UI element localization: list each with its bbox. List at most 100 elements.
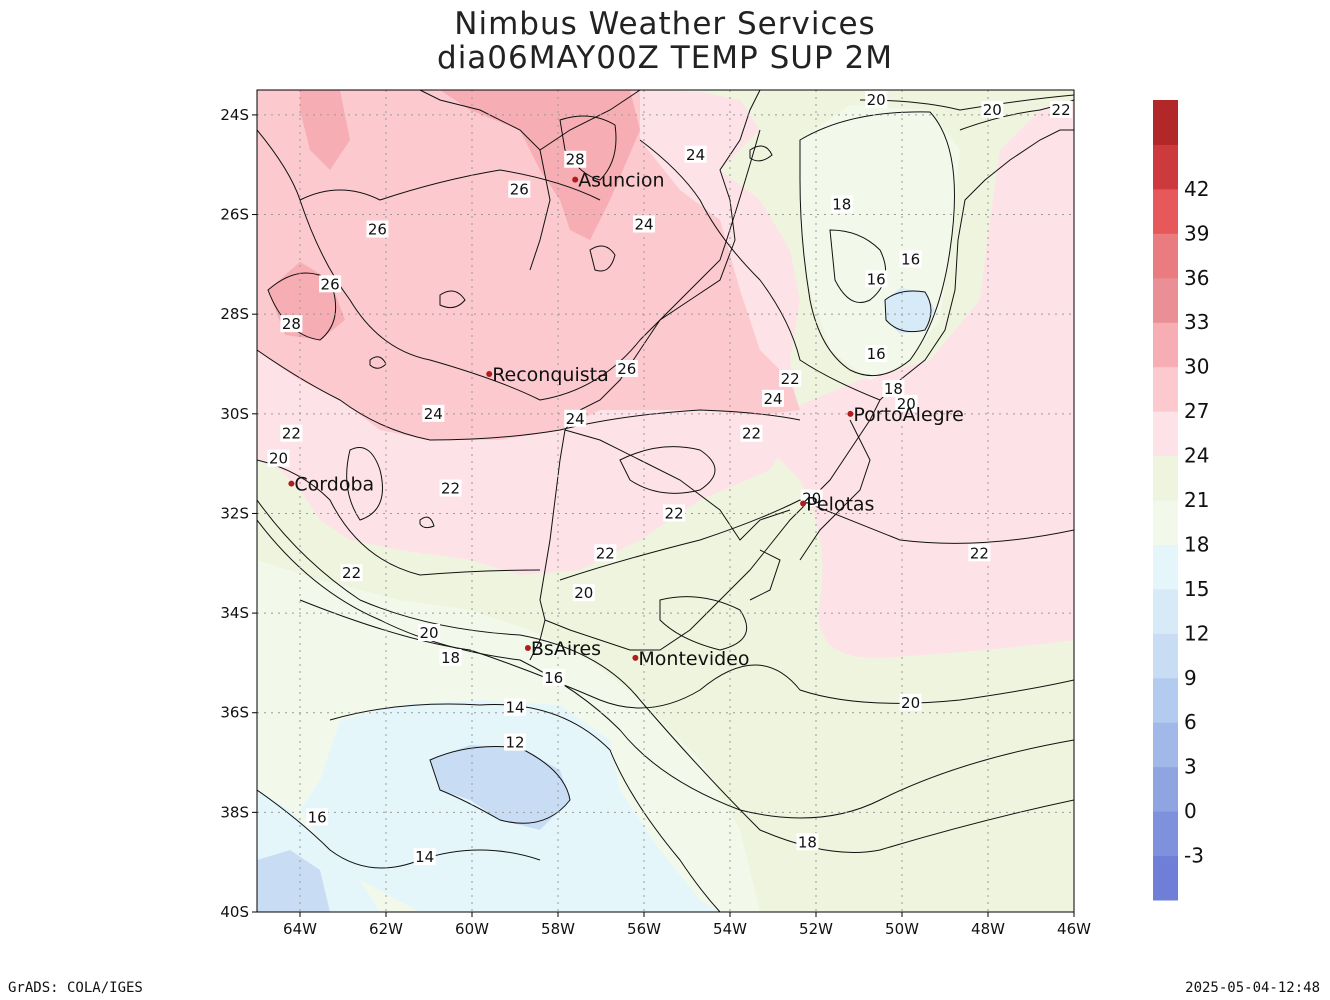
- lat-label: 30S: [220, 405, 249, 423]
- contour-label: 22: [970, 544, 989, 562]
- color-bar-swatch: [1153, 677, 1178, 723]
- contour-label: 18: [884, 380, 903, 398]
- color-bar-swatch: [1153, 633, 1178, 679]
- contour-label: 16: [544, 669, 563, 687]
- lon-label: 46W: [1057, 920, 1091, 938]
- contour-label: 24: [566, 410, 585, 428]
- contour-label-bg: [981, 100, 1004, 118]
- contour-label: 24: [763, 390, 782, 408]
- longitude-labels: 64W 62W 60W 58W 56W 54W 52W 50W 48W 46W: [283, 912, 1091, 938]
- contour-label-bg: [633, 215, 655, 233]
- contour-label: 22: [781, 370, 800, 388]
- contour-label-bg: [366, 220, 389, 238]
- contour-label: 16: [867, 345, 886, 363]
- contour-label-bg: [762, 389, 784, 407]
- contour-label: 22: [742, 425, 761, 443]
- map-title: Nimbus Weather Services: [454, 6, 876, 42]
- contour-label-bg: [663, 504, 686, 522]
- color-bar-swatch: [1153, 500, 1178, 545]
- city-label: Montevideo: [638, 648, 749, 670]
- lon-label: 60W: [455, 920, 489, 938]
- map-frame: [256, 89, 1075, 913]
- contour-label-bg: [800, 489, 823, 507]
- city-markers: Asuncion Reconquista Cordoba PortoAlegre Pel…: [288, 170, 964, 670]
- color-bar-label: 12: [1184, 621, 1209, 645]
- color-bar-swatch: [1153, 366, 1178, 412]
- contour-label: 20: [574, 584, 593, 602]
- lon-label: 48W: [971, 920, 1005, 938]
- map-subtitle: dia06MAY00Z TEMP SUP 2M: [437, 40, 893, 76]
- contour-label-bg: [413, 848, 436, 866]
- contour-label-bg: [340, 564, 363, 582]
- contour-label-bg: [504, 733, 526, 751]
- contour-label-bg: [542, 668, 565, 686]
- contour-label-bg: [439, 648, 462, 666]
- color-bar-swatch: [1153, 722, 1178, 768]
- color-bar-swatch: [1153, 411, 1178, 457]
- city-dot: [486, 370, 493, 377]
- color-bar-label: 30: [1184, 355, 1209, 379]
- color-bar-swatch: [1153, 233, 1178, 279]
- contour-label: 22: [596, 544, 615, 562]
- color-bar-label: 3: [1184, 755, 1197, 779]
- contour-label: 20: [897, 395, 916, 413]
- color-bar-swatch: [1153, 855, 1178, 901]
- contour-label-bg: [865, 345, 888, 363]
- contour-label-bg: [267, 449, 290, 467]
- contour-label-bg: [615, 359, 638, 377]
- contour-label: 26: [510, 181, 529, 199]
- contour-label-bg: [439, 479, 462, 497]
- contour-label: 18: [441, 649, 460, 667]
- city-label: Asuncion: [578, 170, 664, 192]
- contour-label: 20: [269, 450, 288, 468]
- latitude-labels: 24S 26S 28S 30S 32S 34S 36S 38S 40S: [220, 106, 257, 921]
- contour-label: 26: [617, 360, 636, 378]
- contour-label: 16: [901, 250, 920, 268]
- contour-label: 16: [308, 808, 327, 826]
- contour-label: 22: [665, 504, 684, 522]
- city-dot: [288, 480, 295, 487]
- contour-label: 20: [802, 490, 821, 508]
- color-bar-label: 21: [1184, 488, 1209, 512]
- contour-label: 20: [419, 624, 438, 642]
- contour-label-bg: [319, 275, 342, 293]
- city-label: Reconquista: [492, 364, 609, 386]
- contour-label-bg: [865, 270, 888, 288]
- contour-label-bg: [740, 424, 763, 442]
- lon-label: 54W: [713, 920, 747, 938]
- contour-label-bg: [280, 424, 303, 442]
- contour-label-bg: [508, 180, 531, 198]
- contour-label: 18: [832, 196, 851, 214]
- lat-label: 34S: [220, 604, 249, 622]
- lat-label: 36S: [220, 704, 249, 722]
- color-bar-swatch: [1153, 766, 1178, 812]
- contour-label-bg: [684, 145, 707, 163]
- contour-label-bg: [968, 544, 991, 562]
- temperature-fill: [257, 90, 1074, 912]
- color-bar-label: -3: [1184, 844, 1204, 868]
- color-bar-label: 0: [1184, 799, 1197, 823]
- contour-label-bg: [899, 250, 922, 268]
- color-bar-label: 33: [1184, 310, 1209, 334]
- color-bar-label: 42: [1184, 177, 1209, 201]
- city-dot: [632, 654, 639, 661]
- lon-label: 64W: [283, 920, 317, 938]
- color-bar-label: 36: [1184, 266, 1209, 290]
- color-bar-label: 9: [1184, 666, 1197, 690]
- lat-label: 38S: [220, 803, 249, 821]
- color-bar-swatch: [1153, 322, 1178, 368]
- contour-label-bg: [418, 624, 440, 642]
- contour-label: 24: [424, 405, 443, 423]
- lon-label: 50W: [885, 920, 919, 938]
- contour-label-bg: [564, 409, 587, 427]
- contour-label-bg: [882, 379, 905, 397]
- city-label: Cordoba: [294, 474, 374, 496]
- color-bar-swatch: [1153, 100, 1178, 145]
- contour-label: 22: [282, 425, 301, 443]
- contour-label: 26: [368, 220, 387, 238]
- contour-label-bg: [899, 693, 922, 711]
- contour-label: 14: [505, 699, 524, 717]
- color-bar-label: 6: [1184, 710, 1197, 734]
- lat-label: 32S: [220, 504, 249, 522]
